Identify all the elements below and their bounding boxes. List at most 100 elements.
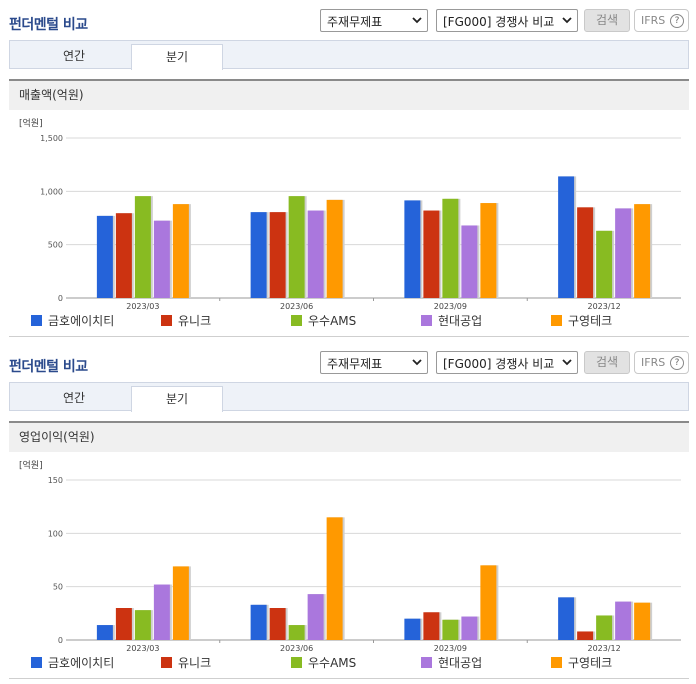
x-tick-label: 2023/03 [126,644,159,652]
competitor-group-value: [FG000] 경쟁사 비교 [443,15,555,29]
x-tick-label: 2023/09 [434,644,467,652]
competitor-group-select[interactable]: [FG000] 경쟁사 비교 [436,9,578,32]
statement-type-select[interactable]: 주재무제표 [320,351,428,374]
tab-quarterly[interactable]: 분기 [131,44,223,70]
y-tick-label: 150 [48,476,63,485]
panel-title: 펀더멘털 비교 [9,17,88,33]
y-tick-label: 0 [58,294,63,303]
y-tick-label: 100 [48,529,63,538]
legend-swatch-icon [421,315,432,326]
period-tabs: 연간 분기 [9,382,689,412]
legend-label: 구영테크 [568,656,613,670]
bar [596,230,613,298]
bar [172,204,189,298]
statement-type-select[interactable]: 주재무제표 [320,9,428,32]
bar [442,619,459,640]
legend-swatch-icon [291,657,302,668]
divider [9,678,689,679]
fundamental-panel-revenue: 펀더멘털 비교 주재무제표 [FG000] 경쟁사 비교 검색 IFRS ? 연… [9,9,689,337]
bar [134,196,151,298]
bar [404,618,421,640]
bar [96,215,113,298]
bar [172,566,189,640]
bar [115,213,132,298]
bar [153,220,170,298]
section-title: 매출액(억원) [9,79,689,110]
legend-label: 현대공업 [438,314,483,328]
legend-swatch-icon [551,315,562,326]
legend-item: 현대공업 [421,313,482,329]
bar [404,200,421,298]
bar [288,625,305,640]
section-title: 영업이익(억원) [9,421,689,452]
bar [269,212,286,298]
bar [307,594,324,640]
period-tabs: 연간 분기 [9,40,689,70]
bar [577,207,594,298]
legend-swatch-icon [551,657,562,668]
bar [634,602,651,640]
operating-income-bar-chart: [억원] 0 50 100 150 2023/03 2023/06 2023/09 2023/1… [19,459,681,652]
bar [442,198,459,298]
search-button[interactable]: 검색 [584,351,630,374]
fundamental-panel-operating-income: 펀더멘털 비교 주재무제표 [FG000] 경쟁사 비교 검색 IFRS ? 연… [0,342,696,684]
legend-label: 우수AMS [308,656,357,670]
legend-swatch-icon [31,657,42,668]
x-tick-label: 2023/12 [588,644,621,652]
chart-legend: 금호에이치티 유니크 우수AMS 현대공업 구영테크 [9,313,689,333]
legend-label: 금호에이치티 [48,656,115,670]
legend-swatch-icon [291,315,302,326]
bar [134,610,151,640]
y-tick-label: 50 [53,583,63,592]
x-tick-label: 2023/03 [126,302,159,310]
bar [634,204,651,298]
competitor-group-select[interactable]: [FG000] 경쟁사 비교 [436,351,578,374]
legend-swatch-icon [31,315,42,326]
bar [269,608,286,640]
x-tick-label: 2023/09 [434,302,467,310]
tab-annual[interactable]: 연간 [62,391,86,405]
help-circle-icon: ? [670,14,684,28]
caret-down-icon [412,359,422,366]
bar [461,225,478,298]
ifrs-label: IFRS [641,14,666,27]
statement-type-value: 주재무제표 [327,357,383,371]
y-tick-label: 1,000 [40,187,63,196]
ifrs-label: IFRS [641,356,666,369]
caret-down-icon [562,359,572,366]
caret-down-icon [562,17,572,24]
legend-label: 유니크 [178,656,212,670]
x-tick-label: 2023/12 [588,302,621,310]
y-unit-label: [억원] [19,459,43,471]
bar [307,210,324,298]
legend-item: 우수AMS [291,313,356,329]
bar [577,631,594,640]
caret-down-icon [412,17,422,24]
bar [423,612,440,640]
y-tick-label: 0 [58,636,63,645]
bar [115,608,132,640]
ifrs-button[interactable]: IFRS ? [634,351,689,374]
bar [596,615,613,640]
bar [423,210,440,298]
bar [480,565,497,640]
legend-label: 구영테크 [568,314,613,328]
y-unit-label: [억원] [19,117,43,129]
y-tick-label: 500 [48,241,63,250]
tab-quarterly[interactable]: 분기 [131,386,223,412]
panel-title: 펀더멘털 비교 [9,359,88,375]
legend-swatch-icon [161,657,172,668]
legend-label: 유니크 [178,314,212,328]
legend-swatch-icon [161,315,172,326]
tab-annual[interactable]: 연간 [62,49,86,63]
legend-item: 금호에이치티 [31,655,114,671]
bar [288,196,305,298]
help-circle-icon: ? [670,356,684,370]
y-tick-label: 1,500 [40,134,63,143]
ifrs-button[interactable]: IFRS ? [634,9,689,32]
revenue-bar-chart: [억원] 0 500 1,000 1,500 2023/03 2023/06 2023/09 2… [19,117,681,310]
search-button[interactable]: 검색 [584,9,630,32]
divider [9,336,689,337]
legend-item: 구영테크 [551,313,612,329]
chart-legend: 금호에이치티 유니크 우수AMS 현대공업 구영테크 [9,655,689,675]
